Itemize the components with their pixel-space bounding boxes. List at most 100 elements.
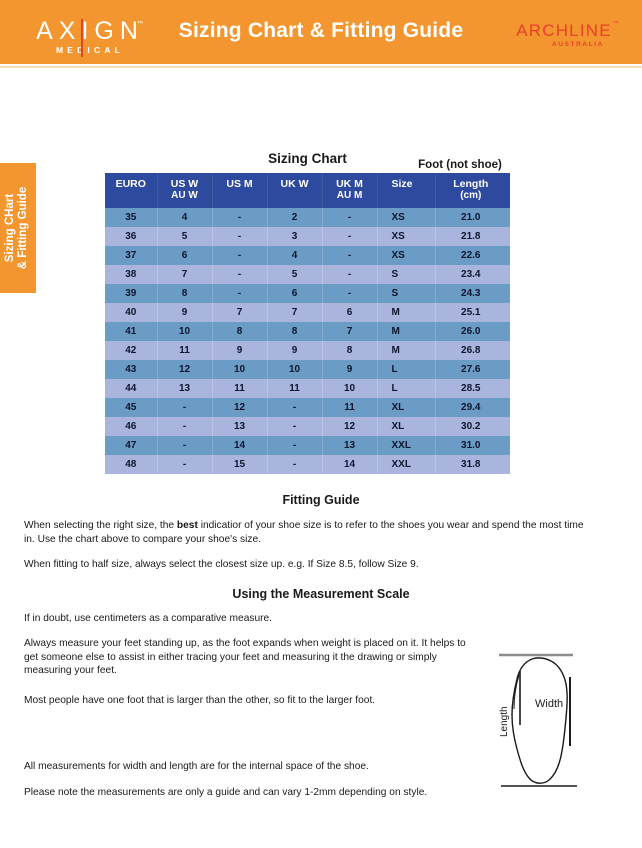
axign-trademark-icon: ™	[137, 21, 143, 27]
side-tab-label: Sizing CHart & Fitting Guide	[4, 186, 29, 270]
table-row: 35 4-2- XS 21.0	[105, 208, 510, 227]
table-cell: -	[212, 208, 268, 227]
fitting-guide-paragraph-1: When selecting the right size, the best …	[24, 519, 594, 546]
column-header-us-m: US M	[212, 173, 268, 208]
table-cell: 40	[105, 303, 158, 322]
foot-not-shoe-label: Foot (not shoe)	[418, 159, 502, 171]
archline-wordmark: ARCHLINE	[516, 21, 612, 40]
measurement-paragraph-4: All measurements for width and length ar…	[24, 761, 369, 772]
table-cell: 26.0	[435, 322, 510, 341]
sizing-chart-title: Sizing Chart	[268, 151, 347, 166]
table-cell: 21.0	[435, 208, 510, 227]
table-cell: 9	[322, 360, 378, 379]
table-cell: 10	[267, 360, 323, 379]
table-cell: 29.4	[435, 398, 510, 417]
table-cell: 31.0	[435, 436, 510, 455]
measurement-paragraph-3: Most people have one foot that is larger…	[24, 695, 376, 706]
table-cell: -	[157, 417, 213, 436]
table-cell: M	[377, 322, 436, 341]
table-cell: -	[322, 208, 378, 227]
table-cell: -	[267, 417, 323, 436]
measurement-paragraph-5: Please note the measurements are only a …	[24, 787, 428, 798]
sizing-table-body: 35 4-2- XS 21.0 36 5-3- XS 21.8 37 6-4- XS 22.6 38 7-…	[105, 208, 510, 474]
table-cell: 11	[212, 379, 268, 398]
axign-sub-wordmark: MEDICAL	[55, 45, 125, 55]
table-cell: 4	[157, 208, 213, 227]
table-cell: XS	[377, 227, 436, 246]
fitting-p1-bold: best	[176, 520, 198, 531]
table-cell: 30.2	[435, 417, 510, 436]
table-cell: 48	[105, 455, 158, 474]
table-cell: 11	[322, 398, 378, 417]
table-cell: XL	[377, 417, 436, 436]
foot-length-label: Length	[499, 706, 510, 737]
table-cell: 8	[267, 322, 323, 341]
side-tab: Sizing CHart & Fitting Guide	[0, 163, 36, 293]
fitting-p1-before: When selecting the right size, the	[24, 520, 177, 531]
column-header-label: UK W	[280, 178, 309, 190]
table-cell: 36	[105, 227, 158, 246]
table-cell: L	[377, 379, 436, 398]
measurement-paragraph-2: Always measure your feet standing up, as…	[24, 638, 466, 676]
table-row: 38 7-5- S 23.4	[105, 265, 510, 284]
table-cell: 42	[105, 341, 158, 360]
table-cell: 5	[157, 227, 213, 246]
table-cell: XXL	[377, 436, 436, 455]
table-cell: 11	[267, 379, 323, 398]
column-header-label: US M	[226, 178, 253, 190]
column-header-uk-m: UK M AU M	[322, 173, 378, 208]
table-cell: 46	[105, 417, 158, 436]
table-cell: S	[377, 265, 436, 284]
table-row: 39 8-6- S 24.3	[105, 284, 510, 303]
table-cell: S	[377, 284, 436, 303]
axign-accent-bar	[81, 19, 83, 57]
table-row: 48-15-14 XXL 31.8	[105, 455, 510, 474]
table-cell: -	[322, 227, 378, 246]
column-header-sublabel: AU W	[171, 190, 198, 201]
table-cell: 45	[105, 398, 158, 417]
table-cell: 12	[212, 398, 268, 417]
table-cell: 10	[322, 379, 378, 398]
fitting-guide-paragraph-2: When fitting to half size, always select…	[24, 559, 419, 570]
column-header-label: US W	[170, 178, 199, 190]
foot-measurement-diagram: Width Length	[495, 645, 625, 795]
table-cell: 47	[105, 436, 158, 455]
table-cell: 21.8	[435, 227, 510, 246]
table-cell: 7	[212, 303, 268, 322]
table-cell: 8	[322, 341, 378, 360]
table-cell: 4	[267, 246, 323, 265]
table-cell: 5	[267, 265, 323, 284]
table-cell: -	[322, 284, 378, 303]
table-cell: -	[157, 436, 213, 455]
table-cell: 2	[267, 208, 323, 227]
table-cell: 15	[212, 455, 268, 474]
table-row: 43 12 10 10 9 L 27.6	[105, 360, 510, 379]
table-cell: 10	[212, 360, 268, 379]
column-header-label: Size	[391, 178, 413, 190]
archline-sub-wordmark: AUSTRALIA	[552, 41, 604, 48]
table-cell: 28.5	[435, 379, 510, 398]
table-cell: M	[377, 303, 436, 322]
table-cell: 6	[267, 284, 323, 303]
page-title: Sizing Chart & Fitting Guide	[178, 19, 464, 42]
column-header-us-w: US W AU W	[157, 173, 213, 208]
table-cell: -	[212, 284, 268, 303]
table-cell: 22.6	[435, 246, 510, 265]
table-cell: 7	[267, 303, 323, 322]
table-cell: 12	[157, 360, 213, 379]
table-cell: -	[322, 246, 378, 265]
table-cell: 13	[322, 436, 378, 455]
fitting-guide-heading: Fitting Guide	[282, 493, 360, 507]
table-cell: XXL	[377, 455, 436, 474]
column-header-size: Size	[377, 173, 436, 208]
foot-width-label: Width	[535, 698, 563, 710]
table-cell: 14	[322, 455, 378, 474]
fitting-p1-after: indicatior of your shoe size is to refer…	[24, 520, 584, 545]
table-cell: XS	[377, 246, 436, 265]
table-cell: -	[212, 227, 268, 246]
archline-logo: ™ ARCHLINE AUSTRALIA	[508, 21, 620, 49]
table-cell: 38	[105, 265, 158, 284]
foot-outline-icon: Width Length	[499, 653, 577, 787]
table-cell: 37	[105, 246, 158, 265]
table-cell: XL	[377, 398, 436, 417]
